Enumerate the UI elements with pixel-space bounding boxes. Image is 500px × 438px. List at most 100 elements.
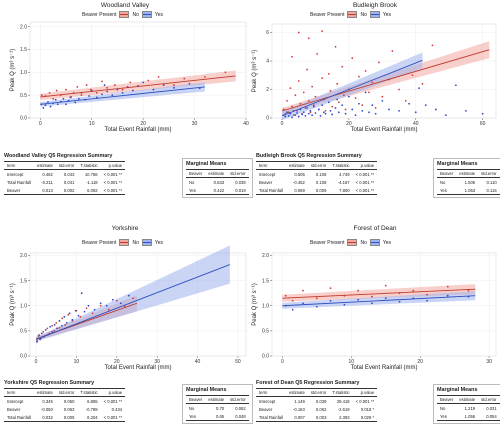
legend-label-yes: Yes bbox=[382, 11, 392, 18]
table-cell: < 0.001 ** bbox=[355, 187, 375, 193]
data-point-yes bbox=[68, 312, 71, 315]
y-axis-label: Peak Q (m³ s⁻¹) bbox=[252, 50, 258, 93]
x-axis-label: Total Event Rainfall (mm) bbox=[104, 127, 171, 133]
data-point-no bbox=[55, 89, 58, 92]
data-point-yes bbox=[388, 108, 390, 111]
data-point-no bbox=[52, 97, 55, 100]
table-title: Yorkshire Q5 Regression Summary bbox=[4, 380, 95, 386]
data-point-yes bbox=[101, 93, 103, 96]
x-tick-label: 40 bbox=[413, 121, 419, 127]
data-point-yes bbox=[71, 318, 74, 321]
legend-title: Beaver Present bbox=[310, 239, 345, 246]
data-point-no bbox=[431, 44, 434, 47]
table-cell: 0.031 bbox=[486, 405, 497, 411]
data-point-yes bbox=[329, 299, 332, 302]
legend-label-yes: Yes bbox=[154, 11, 164, 18]
legend-swatch-yes bbox=[141, 11, 152, 18]
legend-swatch-no bbox=[119, 11, 130, 18]
data-point-yes bbox=[105, 304, 108, 307]
data-point-no bbox=[80, 94, 83, 97]
data-point-yes bbox=[121, 91, 124, 94]
y-tick-label: 0 bbox=[266, 116, 269, 122]
data-point-no bbox=[129, 81, 132, 84]
data-point-yes bbox=[414, 111, 417, 114]
column-header: std.error bbox=[227, 395, 249, 404]
x-tick-label: 0 bbox=[281, 121, 284, 127]
data-point-no bbox=[289, 87, 292, 89]
table-cell: 6.865 bbox=[87, 398, 98, 404]
table-row: Beaver -0.050 0.063 -0.789 0.434 bbox=[4, 405, 125, 413]
legend-swatch-no bbox=[347, 11, 358, 18]
table-cell: Total Rainfall bbox=[259, 187, 283, 193]
table-cell: No bbox=[440, 405, 446, 411]
table-cell: Beaver bbox=[7, 187, 21, 193]
column-header: term bbox=[256, 161, 286, 170]
table-row: Total Rainfall 0.032 0.005 6.204 < 0.001 ** bbox=[4, 413, 125, 422]
data-point-no bbox=[398, 88, 400, 91]
table-row: Intercept 0.345 0.050 6.865 < 0.001 ** bbox=[4, 397, 125, 406]
data-point-no bbox=[312, 104, 315, 107]
data-point-yes bbox=[337, 111, 340, 114]
table-cell: 0.108 bbox=[315, 179, 327, 185]
data-point-no bbox=[334, 45, 337, 48]
column-header: std.error bbox=[478, 169, 500, 178]
data-point-yes bbox=[142, 81, 145, 84]
data-point-no bbox=[85, 307, 88, 310]
table-cell: 0.70 bbox=[215, 405, 225, 411]
table: Beaver estimate std.error No 1.219 0.031 Yes 1.… bbox=[437, 395, 500, 421]
data-point-no bbox=[183, 77, 186, 80]
data-point-no bbox=[101, 80, 103, 83]
table-row: Total Rainfall 0.007 0.003 2.393 0.029 * bbox=[256, 413, 377, 422]
table-header-row: Beaver estimate std.error bbox=[186, 395, 249, 404]
data-point-yes bbox=[291, 116, 293, 119]
data-point-yes bbox=[327, 101, 330, 104]
data-point-no bbox=[67, 313, 70, 316]
data-point-no bbox=[336, 82, 339, 85]
data-point-no bbox=[99, 304, 102, 307]
table-cell: Yes bbox=[440, 187, 447, 193]
column-header: std.error bbox=[307, 388, 330, 397]
data-point-yes bbox=[302, 302, 304, 305]
y-tick-label: 0.0 bbox=[262, 354, 269, 360]
data-point-no bbox=[344, 108, 347, 111]
table: term estimate std.error T.statistic p.value I… bbox=[256, 388, 378, 422]
data-point-yes bbox=[162, 84, 165, 86]
table-cell: 1.219 bbox=[464, 405, 476, 411]
data-point-yes bbox=[454, 84, 457, 87]
table: term estimate std.error T.statistic p.value I… bbox=[4, 161, 126, 195]
data-point-yes bbox=[374, 112, 377, 115]
x-tick-label: 40 bbox=[243, 121, 249, 127]
x-tick-label: 0 bbox=[281, 359, 284, 365]
table-cell: Intercept bbox=[259, 398, 276, 404]
data-point-no bbox=[329, 287, 332, 290]
data-point-yes bbox=[44, 328, 47, 331]
data-point-yes bbox=[44, 104, 47, 107]
column-header: Beaver bbox=[186, 169, 206, 178]
column-header: term bbox=[4, 388, 34, 397]
data-point-yes bbox=[418, 87, 421, 89]
table-cell: 0.633 bbox=[213, 179, 225, 185]
column-header: T.statistic bbox=[329, 161, 353, 170]
data-point-yes bbox=[53, 323, 56, 326]
data-point-yes bbox=[37, 335, 40, 337]
data-point-yes bbox=[381, 100, 384, 102]
table-cell: 0.110 bbox=[486, 179, 497, 185]
data-point-no bbox=[361, 104, 364, 107]
column-header: term bbox=[256, 388, 286, 397]
x-tick-label: 0 bbox=[35, 359, 38, 365]
data-point-no bbox=[115, 299, 118, 302]
y-axis-label: Peak Q (m³ s⁻¹) bbox=[252, 283, 258, 326]
regression-table-budleigh-brook: Budleigh Brook Q5 Regression Summary ter… bbox=[256, 153, 378, 195]
y-tick-label: 2.0 bbox=[20, 24, 27, 30]
data-point-no bbox=[132, 297, 134, 300]
table-cell: 0.106 bbox=[315, 171, 327, 177]
data-point-no bbox=[446, 285, 449, 288]
x-axis-label: Total Event Rainfall (mm) bbox=[350, 127, 417, 133]
table-cell: Intercept bbox=[259, 171, 276, 177]
table: Beaver estimate std.error No 1.505 0.110 Yes 1.… bbox=[437, 169, 500, 195]
table-cell: 0.039 bbox=[315, 398, 327, 404]
table-cell: -0.211 bbox=[41, 179, 53, 185]
table-cell: 1.053 bbox=[464, 187, 476, 193]
data-point-no bbox=[297, 80, 300, 82]
data-point-no bbox=[46, 327, 49, 330]
